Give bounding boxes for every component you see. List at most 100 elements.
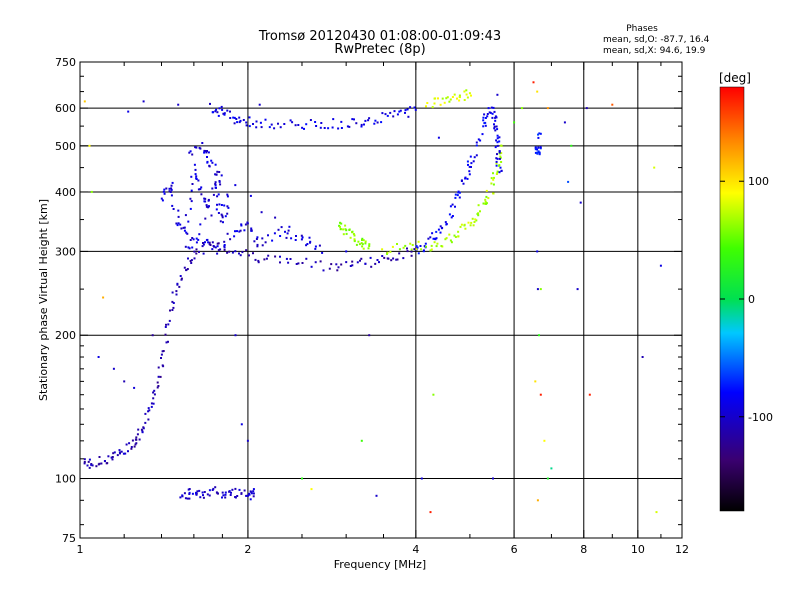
data-point [242,119,245,121]
data-point [335,263,338,266]
data-point [458,94,461,97]
data-point [120,450,123,453]
data-point [458,191,461,194]
data-point [195,175,198,178]
data-point [539,147,542,150]
data-point [488,111,491,114]
data-point [322,269,325,272]
data-point [130,447,133,450]
data-point [306,243,309,245]
data-point [223,113,226,116]
data-point [241,251,244,254]
data-point [402,257,405,260]
data-point [492,192,495,195]
data-point [229,117,232,119]
data-point [349,265,352,267]
data-point [588,393,591,396]
data-point [305,244,308,247]
data-point [222,221,224,224]
data-point [368,117,371,120]
data-point [500,169,503,172]
data-point [570,144,573,147]
data-point [187,220,190,223]
data-point [472,160,475,163]
data-point [216,245,219,248]
data-point [179,275,182,277]
data-point [229,110,231,113]
data-point [240,223,243,226]
data-point [152,397,155,400]
data-point [495,162,498,165]
data-point [487,107,490,110]
data-point [232,116,235,119]
data-point [466,96,469,99]
data-point [153,389,156,392]
data-point [536,499,539,502]
data-point [499,166,502,169]
y-tick-label: 600 [55,102,76,115]
data-point [360,123,363,126]
data-point [419,245,422,247]
data-point [498,164,501,167]
data-point [246,221,249,224]
data-point [199,496,202,499]
data-point [170,188,173,191]
data-point [231,488,234,491]
data-point [404,244,407,247]
data-point [538,153,541,156]
data-point [179,223,182,226]
data-point [362,247,365,250]
data-point [206,160,209,163]
data-point [227,206,230,209]
data-point [484,200,487,203]
data-point [351,260,354,263]
data-point [454,196,457,199]
data-point [410,254,413,257]
data-point [184,245,187,248]
data-point [211,111,214,114]
data-point [327,127,330,130]
x-tick-label: 1 [77,543,84,556]
data-point [492,477,494,480]
data-point [538,151,541,154]
data-point [214,173,217,176]
data-point [279,235,282,237]
data-point [187,257,189,260]
data-point [539,288,542,291]
plot-area [80,62,682,538]
data-point [165,341,168,344]
data-point [537,136,540,139]
data-point [576,288,579,291]
data-point [211,161,214,164]
data-point [191,237,194,239]
data-point [183,492,186,495]
data-point [475,219,478,222]
data-point [150,405,153,408]
data-point [337,127,340,130]
data-point [191,246,194,249]
data-point [396,243,398,245]
data-point [451,203,454,206]
data-point [147,418,150,421]
data-point [364,262,367,265]
data-point [215,186,217,189]
data-point [356,261,359,264]
data-point [458,196,461,199]
y-tick-label: 300 [55,245,76,258]
data-point [127,110,130,113]
data-point [330,263,333,266]
data-point [289,258,292,260]
data-point [362,239,365,242]
data-point [496,157,499,160]
data-point [138,438,141,441]
data-point [288,225,291,228]
data-point [195,177,198,180]
data-point [257,259,260,262]
data-point [409,242,412,245]
data-point [177,222,180,225]
data-point [191,183,194,185]
data-point [90,190,93,193]
data-point [314,121,317,123]
data-point [261,244,264,247]
data-point [381,112,384,115]
